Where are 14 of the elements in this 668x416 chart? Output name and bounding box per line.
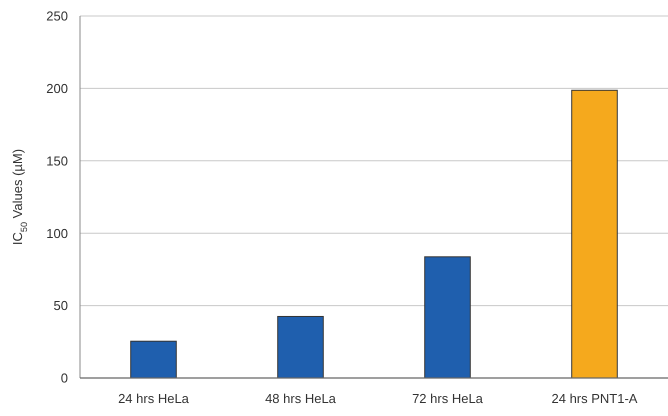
y-tick-label: 200 [46,80,68,96]
y-tick-label: 50 [54,298,68,314]
bar [571,90,618,378]
x-tick-label: 24 hrs PNT1-A [552,391,638,406]
bar [277,316,324,378]
x-tick-label: 48 hrs HeLa [265,391,337,406]
x-tick-label: 24 hrs HeLa [118,391,190,406]
y-tick-label: 150 [46,153,68,168]
x-tick-label: 72 hrs HeLa [412,391,484,406]
y-tick-label: 100 [46,226,68,241]
bar [424,256,471,378]
y-tick-label: 250 [46,8,68,24]
bar [130,340,177,378]
y-tick-label: 0 [60,370,68,386]
